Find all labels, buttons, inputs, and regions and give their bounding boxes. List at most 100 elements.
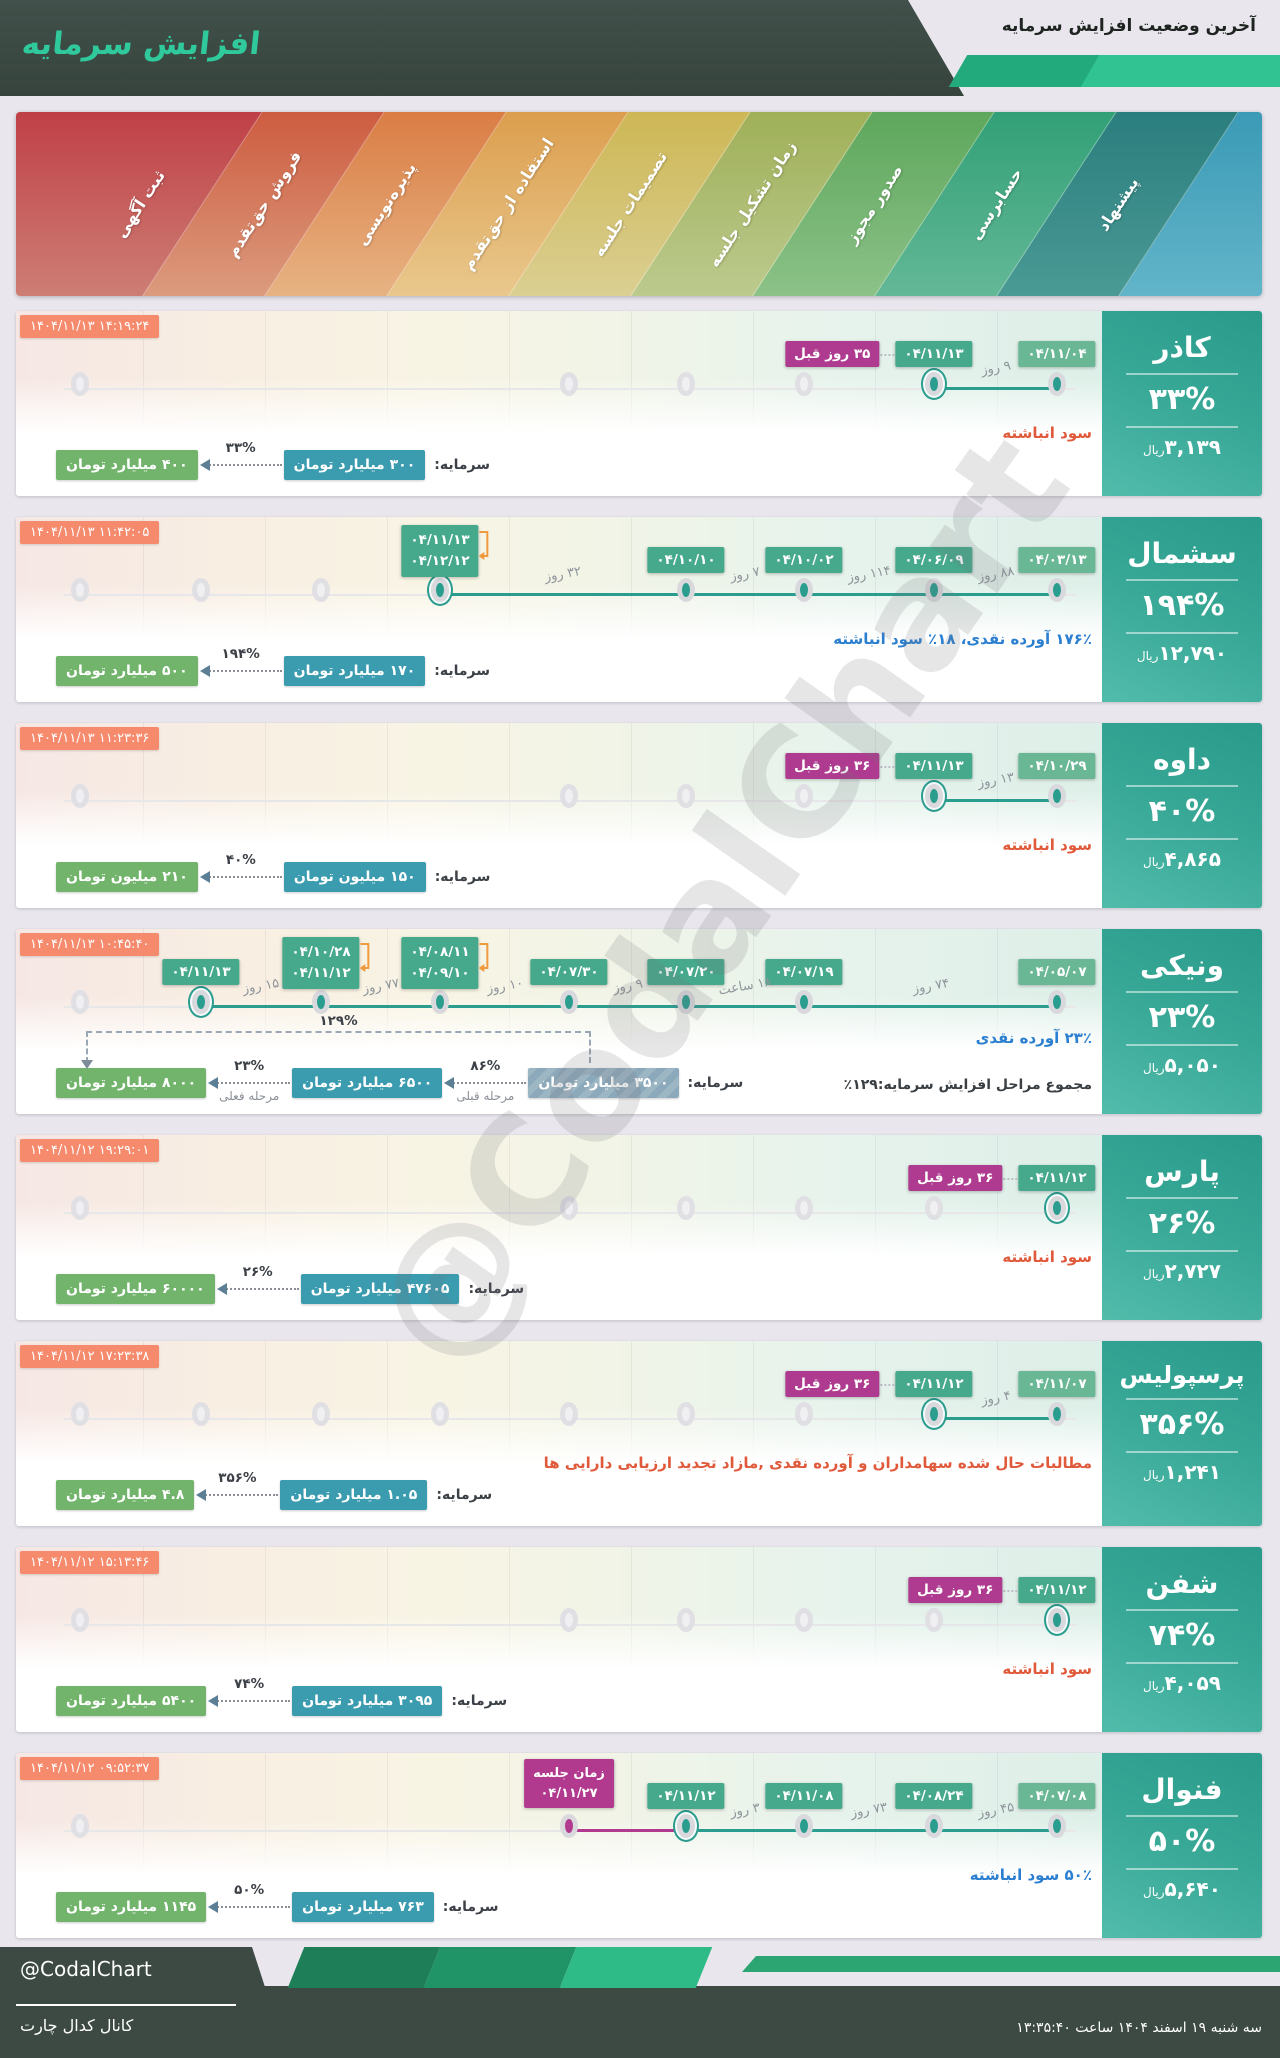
last-price: ۴,۸۶۵ریال [1143,847,1221,871]
capital-value-badge: ۱۵۰ میلیون تومان [283,862,426,892]
rial-unit: ریال [1143,1468,1165,1482]
badge-line: ۰۴/۱۱/۱۲ [291,964,351,981]
row-tint [16,1547,1102,1669]
timestamp-badge: ۱۴۰۴/۱۱/۱۲ ۱۷:۲۳:۳۸ [20,1345,160,1368]
capital-flow: ۲۱۰ میلیون تومان ۴۰% ۱۵۰ میلیون تومان سرمای… [56,852,490,899]
last-price: ۲,۷۲۷ریال [1143,1259,1221,1283]
company-row: ۱۴۰۴/۱۱/۱۲ ۱۷:۲۳:۳۸ ۰۴/۱۱/۱۲ ۳۶ روز قبل ۰۴/… [16,1341,1262,1526]
timeline-dot-empty [560,784,578,808]
capital-arrow: ۳۵۶% [194,1470,280,1517]
date-badge: ۰۴/۱۰/۲۸ ۰۴/۱۱/۱۲ [282,937,370,989]
timeline-dot [1048,1814,1066,1838]
panel-divider [1126,1197,1238,1199]
panel-divider [1126,1398,1238,1400]
capital-arrow: ۷۴% [206,1676,292,1723]
date-badge: ۰۴/۰۷/۰۸ [1018,1783,1096,1809]
capital-arrow: ۱۹۴% [198,646,284,693]
arrowhead-icon [199,871,210,883]
capital-pct-label: ۴۰% [225,852,256,868]
badge-line: ۰۴/۱۱/۱۳ [904,758,964,774]
capital-pct-label: ۱۹۴% [221,646,260,662]
timeline-dot-empty [560,1402,578,1426]
timeline-dot-empty [71,1814,89,1838]
timeline-dot-empty [795,784,813,808]
capital-value-badge: ۳۰۰ میلیارد تومان [283,450,426,480]
timeline-dot-empty [192,578,210,602]
timeline-dot [925,1814,943,1838]
panel-divider [1126,1662,1238,1664]
increase-percent: ۲۶% [1148,1206,1216,1241]
row-tint [16,1135,1102,1257]
panel-divider [1126,991,1238,993]
timeline-segment [201,1005,1057,1008]
badge-line: ۰۴/۰۶/۰۹ [904,552,964,568]
date-badge: ۰۴/۱۱/۰۴ [1018,341,1096,367]
timeline-segment [934,387,1057,390]
timestamp-badge: ۱۴۰۴/۱۱/۱۲ ۱۹:۲۹:۰۱ [20,1139,160,1162]
date-badge: ۰۴/۰۷/۳۰ [530,959,608,985]
capital-value-badge: ۶۵۰۰ میلیارد تومان [292,1068,443,1098]
footer-channel: کانال کدال چارت [20,2016,134,2035]
days-ago-badge: ۳۶ روز قبل [785,1371,880,1397]
dotted-line [222,1288,299,1290]
panel-divider [1126,1609,1238,1611]
date-badge: ۰۴/۰۶/۰۹ [895,547,973,573]
page-title: افزایش سرمایه [20,26,263,62]
timeline-dot-empty [795,1402,813,1426]
header: افزایش سرمایه آخرین وضعیت افزایش سرمایه [0,0,1280,96]
bracket-icon [359,940,373,981]
rial-unit: ریال [1143,855,1165,869]
capital-value-badge: ۴۷۶۰۵ میلیارد تومان [300,1274,460,1304]
header-dark-band [0,0,964,96]
timeline-dot-empty [71,784,89,808]
company-panel: داوه ۴۰% ۴,۸۶۵ریال [1102,723,1262,908]
badge-line: ۰۴/۰۷/۱۹ [774,964,834,980]
last-price: ۱,۲۴۱ریال [1143,1460,1221,1484]
company-panel: شفن ۷۴% ۴,۰۵۹ریال [1102,1547,1262,1732]
capital-arrow: ۲۳% مرحله فعلی [206,1058,292,1105]
dotted-line [202,1494,279,1496]
timeline-dot-empty [677,1608,695,1632]
date-badge: ۰۴/۰۸/۱۱ ۰۴/۰۹/۱۰ [401,937,489,989]
panel-divider [1126,838,1238,840]
capital-label: سرمایه: [468,1281,525,1297]
timeline-dot [1048,784,1066,808]
timeline-dot-empty [677,784,695,808]
badge-line: ۰۴/۱۱/۱۲ [1027,1582,1087,1598]
timeline-dot-empty [71,1196,89,1220]
timestamp-badge: ۱۴۰۴/۱۱/۱۲ ۰۹:۵۲:۳۷ [20,1757,160,1780]
row-tint [16,311,1102,433]
capital-value-badge: ۳۵۰۰ میلیارد تومان [528,1068,679,1098]
badge-line: زمان جلسه [533,1766,605,1781]
company-panel: سشمال ۱۹۴% ۱۲,۷۹۰ریال [1102,517,1262,702]
ago-connector [880,1384,895,1386]
date-badge: ۰۴/۱۱/۱۳ [162,959,240,985]
increase-percent: ۳۵۶% [1139,1407,1225,1442]
footer-handle: @CodalChart [20,1957,152,1981]
status-text: سود انباشته [1002,424,1092,442]
badge-line: ۰۴/۱۰/۲۹ [1027,758,1087,774]
capital-flow: ۸۰۰۰ میلیارد تومان ۲۳% مرحله فعلی ۶۵۰۰ میلی… [56,1058,743,1105]
capital-pct-label: ۲۳% [234,1058,265,1074]
bracket-icon [478,940,492,981]
timeline-dot-empty [431,1402,449,1426]
timeline-dot [795,578,813,602]
date-badge: ۰۴/۰۷/۲۰ [647,959,725,985]
timeline-dot [1048,578,1066,602]
date-badge: ۰۴/۰۷/۱۹ [765,959,843,985]
badge-line: ۰۴/۰۸/۱۱ [410,944,470,960]
dotted-line [214,1906,291,1908]
stage-banner: ثبت آگهی فروش حق‌تقدم پذیره‌نویسی استفاده ا… [16,112,1262,296]
capital-value-badge: ۱۷۰ میلیارد تومان [283,656,426,686]
rial-unit: ریال [1143,1061,1165,1075]
rial-unit: ریال [1143,443,1165,457]
timeline-dot [192,990,210,1014]
company-row: ۱۴۰۴/۱۱/۱۳ ۱۰:۴۵:۴۰ ۰۴/۱۱/۱۳ ۰۴/۱۰/۲۸ ۰۴/۱۱… [16,929,1262,1114]
panel-divider [1126,1815,1238,1817]
timeline-segment [440,593,1057,596]
meeting-badge: زمان جلسه ۰۴/۱۱/۲۷ [524,1759,614,1808]
arrowhead-icon [199,665,210,677]
timeline-dot-empty [795,1608,813,1632]
arrowhead-icon [196,1489,207,1501]
capital-arrow: ۴۰% [198,852,284,899]
